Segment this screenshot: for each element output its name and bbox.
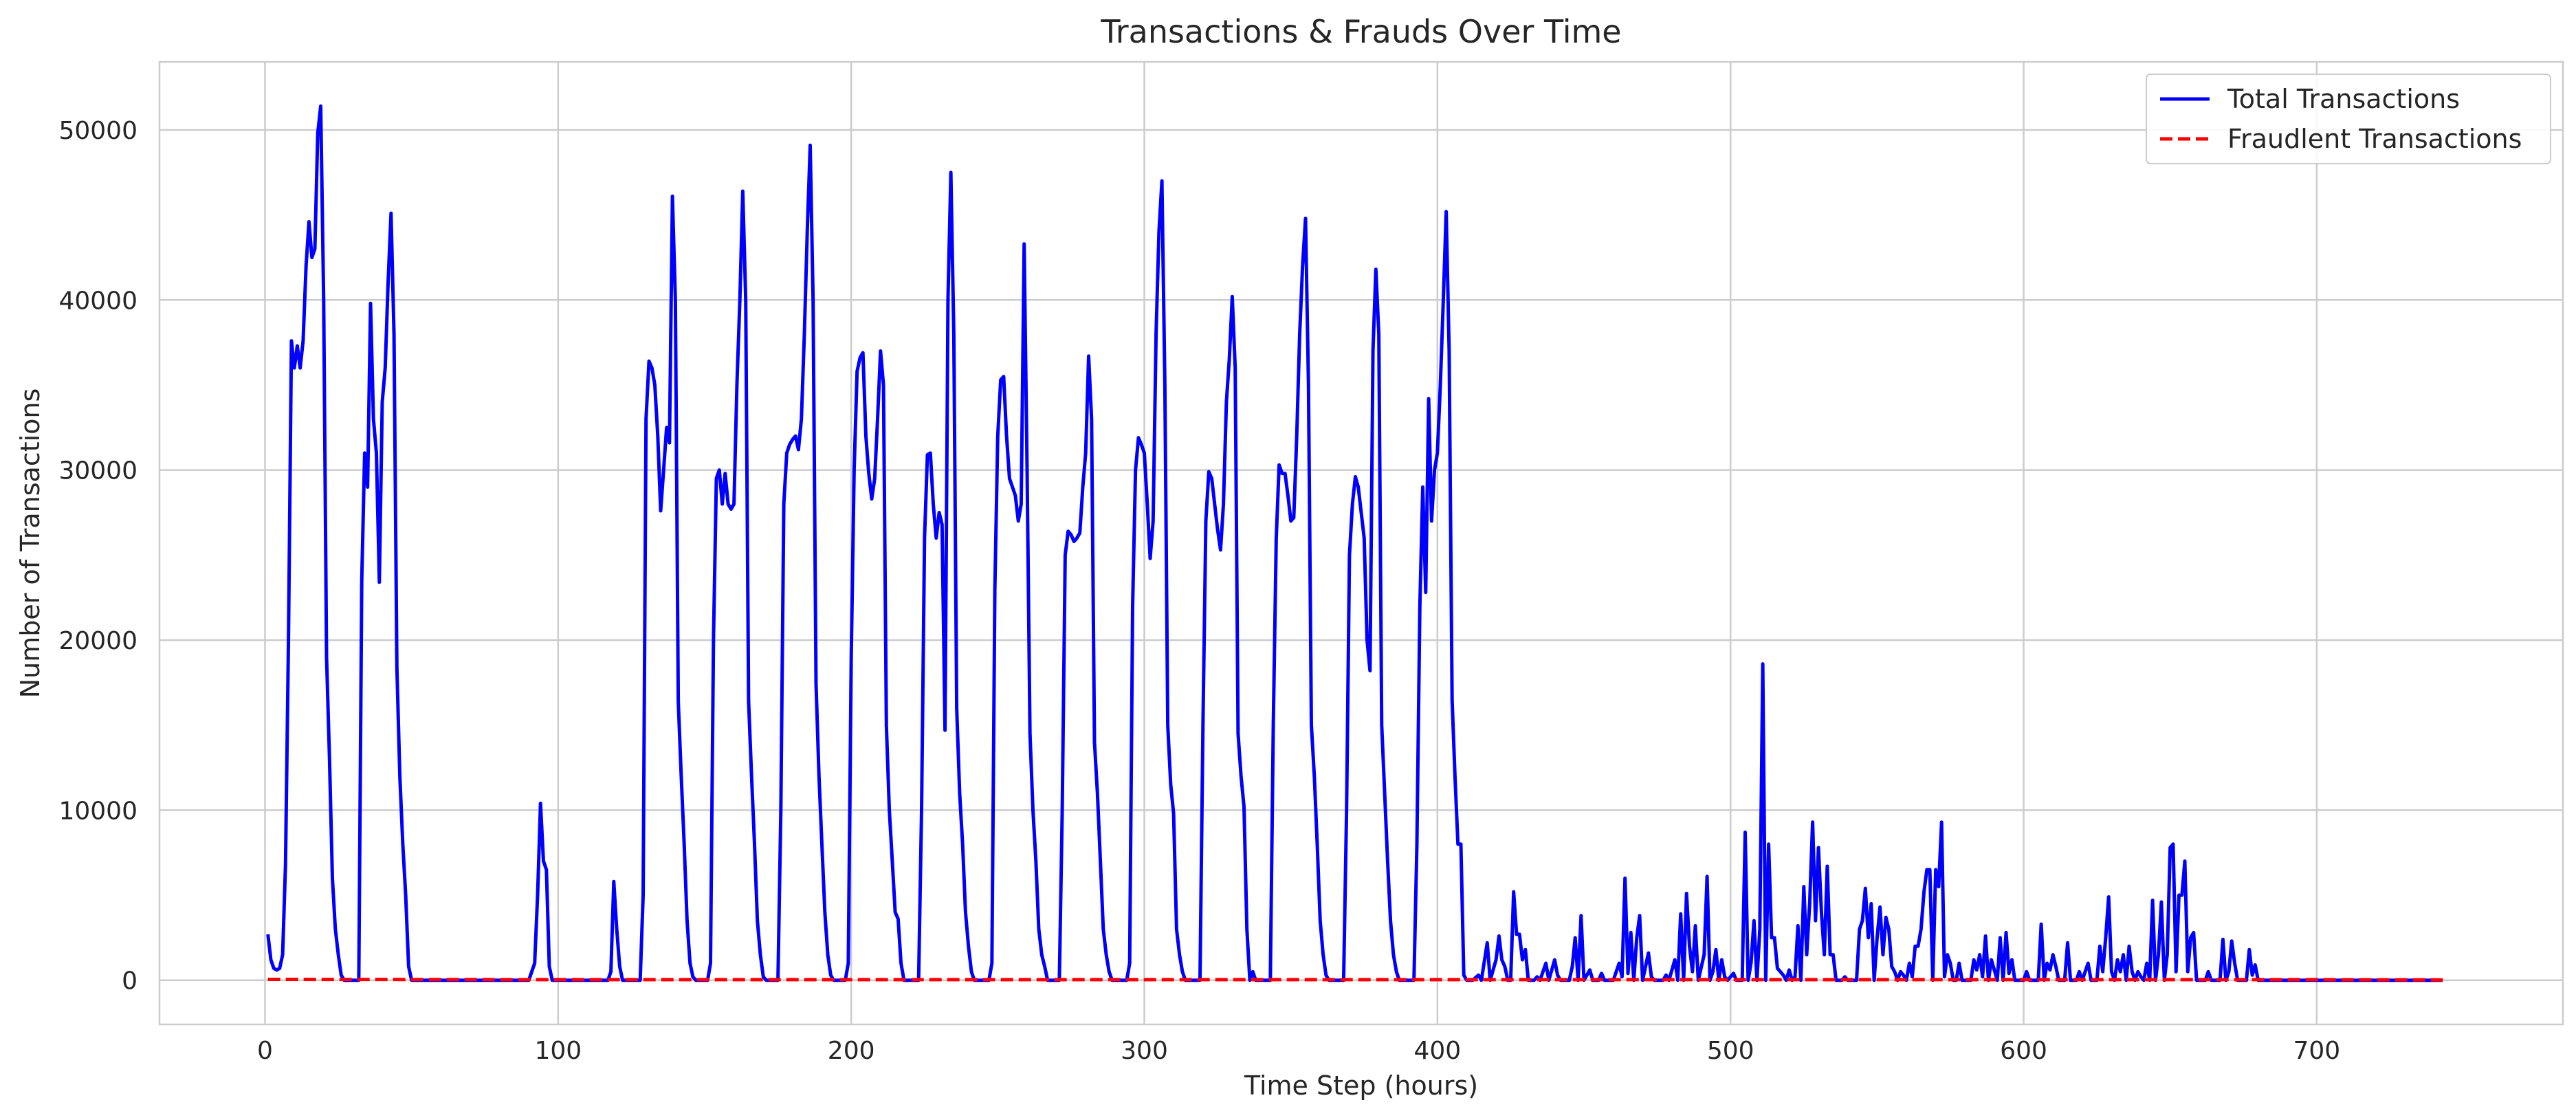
y-tick-label: 0 [122,967,137,996]
legend-box [2146,74,2551,164]
chart-title: Transactions & Frauds Over Time [1100,13,1621,50]
y-tick-label: 20000 [58,627,137,655]
series-line-0 [266,104,2443,982]
tick-labels: 0 100 200 300 400 500 600 700 0 10000 20000 30000 40… [58,117,2340,1065]
legend-label-fraud: Fraudlent Transactions [2227,124,2522,154]
legend: Total Transactions Fraudlent Transaction… [2146,74,2551,164]
y-axis-title: Number of Transactions [15,388,45,699]
x-tick-label: 100 [534,1037,582,1065]
x-tick-label: 500 [1707,1037,1754,1065]
grid [159,62,2563,1024]
x-tick-label: 0 [257,1037,273,1065]
plot-frame [158,61,2564,1026]
y-tick-label: 40000 [58,287,137,315]
x-tick-label: 700 [2293,1037,2341,1065]
legend-label-total: Total Transactions [2227,84,2460,114]
x-tick-label: 400 [1413,1037,1461,1065]
x-tick-label: 200 [828,1037,875,1065]
x-tick-label: 300 [1121,1037,1168,1065]
series-layer [266,104,2443,982]
y-tick-label: 50000 [58,117,137,145]
x-axis-title: Time Step (hours) [1244,1070,1478,1101]
x-tick-label: 600 [2000,1037,2047,1065]
y-tick-label: 10000 [58,797,137,825]
y-tick-label: 30000 [58,457,137,485]
